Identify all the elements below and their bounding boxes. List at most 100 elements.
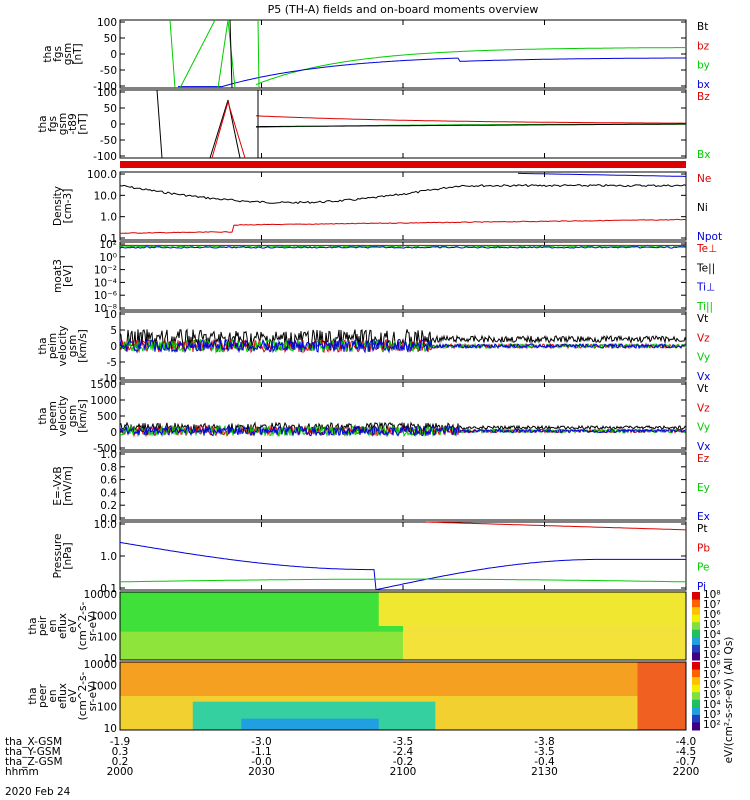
heatmap-cell [475,620,485,627]
heatmap-cell [540,603,550,610]
heatmap-cell [386,679,396,686]
heatmap-cell [322,609,331,616]
heatmap-cell [459,654,469,661]
legend-entry: Vz [697,332,710,344]
heatmap-cell [152,701,161,708]
heatmap-cell [281,648,291,655]
heatmap-cell [217,620,226,627]
heatmap-cell [677,648,687,655]
heatmap-cell [451,673,461,680]
heatmap-cell [168,626,178,633]
heatmap-cell [338,667,347,674]
heatmap-cell [524,643,533,650]
heatmap-cell [136,597,145,604]
heatmap-cell [354,648,364,655]
heatmap-cell [152,592,161,599]
heatmap-cell [451,631,461,638]
heatmap-cell [289,713,299,720]
heatmap-cell [540,667,550,674]
heatmap-cell [500,614,509,621]
heatmap-cell [540,707,550,714]
heatmap-cell [346,643,355,650]
heatmap-cell [249,679,258,686]
heatmap-cell [192,614,202,621]
heatmap-cell [386,701,396,708]
heatmap-cell [378,620,388,627]
heatmap-cell [475,648,485,655]
heatmap-cell [621,620,630,627]
heatmap-cell [613,707,622,714]
heatmap-cell [427,713,436,720]
heatmap-cell [621,637,630,644]
heatmap-cell [597,603,606,610]
heatmap-cell [305,614,315,621]
heatmap-cell [378,690,388,697]
heatmap-cell [661,662,671,669]
heatmap-cell [661,643,671,650]
heatmap-cell [330,696,339,703]
heatmap-cell [467,718,477,725]
legend-entry: Ti|| [696,301,713,313]
heatmap-cell [136,724,145,731]
heatmap-cell [443,724,453,731]
heatmap-cell [564,690,574,697]
heatmap-cell [613,637,622,644]
heatmap-cell [314,592,323,599]
heatmap-cell [362,662,372,669]
y-axis-label: E=-VxB[mV/m] [52,466,74,505]
heatmap-cell [532,707,541,714]
heatmap-cell [677,718,687,725]
pi-trace [119,541,686,591]
x-row-label: hhmm [5,766,39,778]
heatmap-cell [200,690,210,697]
heatmap-cell [491,643,501,650]
y-tick-label: -50 [100,135,117,147]
heatmap-cell [588,701,598,708]
heatmap-cell [524,609,533,616]
heatmap-cell [120,643,129,650]
colorbar-tick: 10⁵ [703,689,721,701]
heatmap-cell [273,643,283,650]
heatmap-cell [144,667,153,674]
heatmap-cell [152,614,161,621]
heatmap-cell [580,603,590,610]
heatmap-cell [144,713,153,720]
heatmap-cell [330,679,339,686]
heatmap-cell [144,673,153,680]
heatmap-cell [176,614,186,621]
heatmap-cell [330,667,339,674]
heatmap-cell [597,614,606,621]
heatmap-cell [580,597,590,604]
heatmap-cell [305,713,315,720]
heatmap-cell [305,707,315,714]
heatmap-cell [394,684,404,691]
heatmap-cell [386,597,396,604]
heatmap-cell [233,614,242,621]
heatmap-cell [362,667,372,674]
heatmap-cell [386,631,396,638]
heatmap-cell [451,718,461,725]
heatmap-cell [297,637,307,644]
heatmap-cell [403,592,412,599]
heatmap-cell [200,592,210,599]
heatmap-cell [136,713,145,720]
heatmap-cell [508,673,517,680]
heatmap-cell [669,597,679,604]
heatmap-cell [637,626,647,633]
heatmap-cell [289,724,299,731]
heatmap-cell [128,648,137,655]
heatmap-cell [613,643,622,650]
heatmap-cell [459,648,469,655]
heatmap-cell [605,667,614,674]
heatmap-cell [653,609,663,616]
heatmap-cell [459,597,469,604]
heatmap-cell [677,620,687,627]
heatmap-cell [548,707,558,714]
heatmap-cell [443,631,453,638]
heatmap-cell [289,696,299,703]
heatmap-cell [548,690,558,697]
heatmap-cell [508,696,517,703]
y-axis-label-line: velocity [57,325,69,366]
heatmap-cell [483,648,493,655]
heatmap-cell [661,609,671,616]
